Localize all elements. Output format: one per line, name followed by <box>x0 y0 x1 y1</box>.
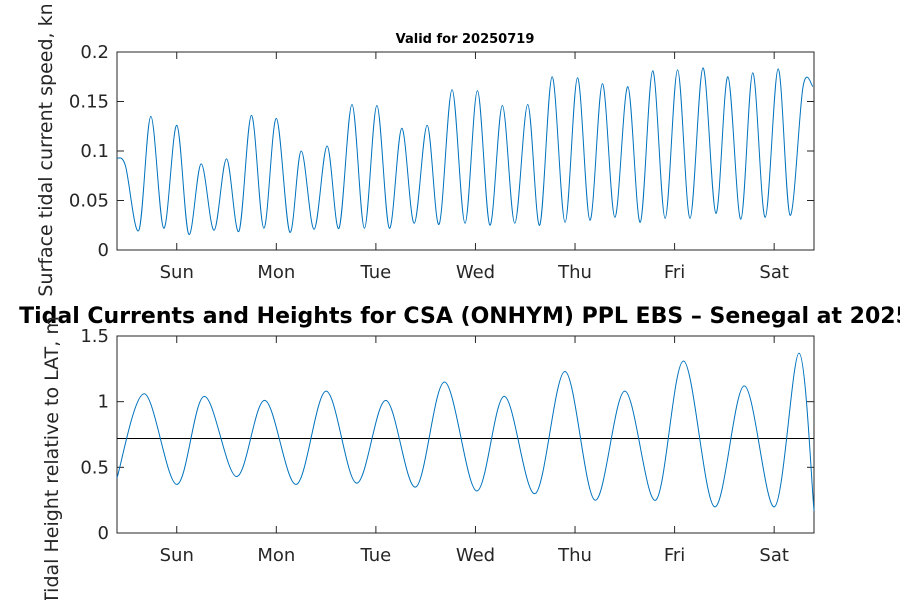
current-speed-chart: 0 0.05 0.1 0.15 0.2 Sun Mon Tue Wed Thu Fri Sat Val… <box>35 3 815 297</box>
tidal-height-y-tick-label: 0.5 <box>80 457 109 478</box>
current-speed-y-axis-label: Surface tidal current speed, kn <box>35 3 57 296</box>
current-speed-y-tick-label: 0.1 <box>80 141 109 162</box>
tidal-height-y-tick-label: 1 <box>98 392 109 413</box>
tidal-height-x-tick-label: Sat <box>759 545 789 566</box>
current-speed-title: Valid for 20250719 <box>396 32 535 47</box>
tidal-height-x-tick-label: Thu <box>557 545 592 566</box>
current-speed-series-line <box>116 67 814 235</box>
current-speed-ticks: 0 0.05 0.1 0.15 0.2 Sun Mon Tue Wed Thu Fri Sat <box>69 42 814 283</box>
current-speed-y-tick-label: 0.2 <box>80 42 109 63</box>
current-speed-axes-box <box>116 51 815 251</box>
tidal-height-x-tick-label: Tue <box>360 545 392 566</box>
current-speed-x-tick-label: Thu <box>557 262 592 283</box>
current-speed-y-tick-label: 0.05 <box>69 191 109 212</box>
tidal-height-chart: 0 0.5 1 1.5 Sun Mon Tue Wed Thu Fri Sat Tidal Curr… <box>19 304 900 600</box>
tidal-height-axes-box <box>116 335 815 534</box>
current-speed-x-tick-label: Sun <box>160 262 194 283</box>
current-speed-x-tick-label: Sat <box>759 262 789 283</box>
current-speed-x-tick-label: Mon <box>257 262 295 283</box>
current-speed-y-tick-label: 0.15 <box>69 92 109 113</box>
tidal-height-y-axis-label: Tidal Height relative to LAT, m <box>41 316 63 600</box>
tidal-height-series-line <box>116 352 815 511</box>
tidal-height-x-tick-label: Mon <box>257 545 295 566</box>
current-speed-y-tick-label: 0 <box>98 240 109 261</box>
tidal-height-x-tick-label: Sun <box>160 545 194 566</box>
tidal-height-x-tick-label: Wed <box>456 545 495 566</box>
tidal-height-y-tick-label: 0 <box>98 523 109 544</box>
tidal-height-x-tick-label: Fri <box>664 545 685 566</box>
current-speed-x-tick-label: Fri <box>664 262 685 283</box>
tidal-height-ticks: 0 0.5 1 1.5 Sun Mon Tue Wed Thu Fri Sat <box>80 326 814 566</box>
current-speed-x-tick-label: Wed <box>456 262 495 283</box>
current-speed-x-tick-label: Tue <box>360 262 392 283</box>
tidal-height-title: Tidal Currents and Heights for CSA (ONHY… <box>19 304 900 329</box>
tidal-height-y-tick-label: 1.5 <box>80 326 109 347</box>
